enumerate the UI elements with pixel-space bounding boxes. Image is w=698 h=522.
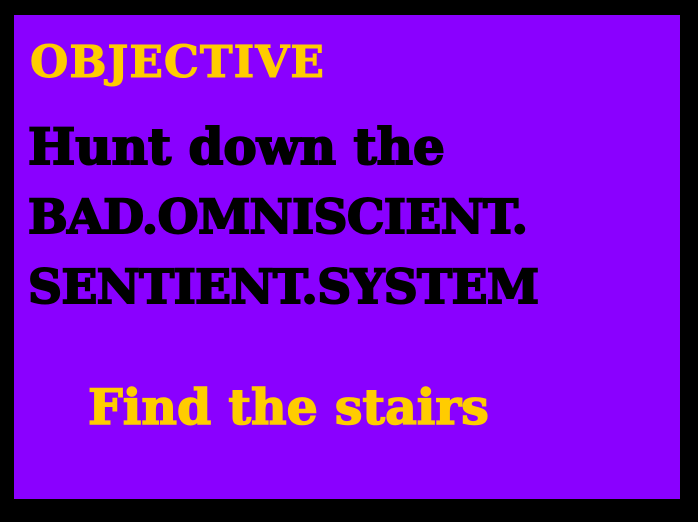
objective-panel: OBJECTIVE Hunt down the BAD.OMNISCIENT. … (14, 15, 680, 499)
objective-line-3: SENTIENT.SYSTEM (27, 260, 540, 315)
objective-line-2: BAD.OMNISCIENT. (27, 190, 529, 245)
objective-line-1: Hunt down the (27, 117, 446, 176)
objective-heading: OBJECTIVE (30, 37, 325, 88)
objective-hint: Find the stairs (87, 378, 489, 436)
